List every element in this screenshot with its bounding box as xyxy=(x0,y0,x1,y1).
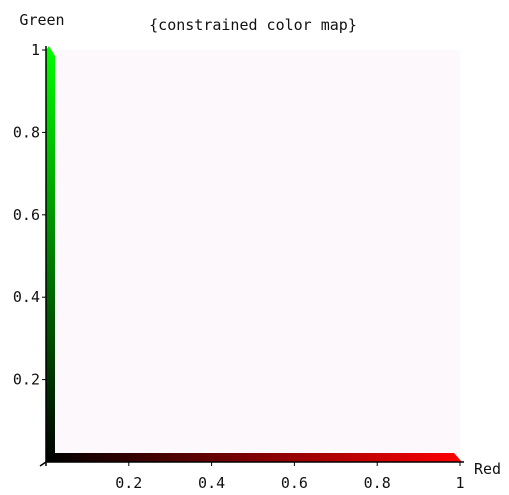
origin-tick xyxy=(39,461,47,467)
x-tick-label: 0.6 xyxy=(281,474,308,492)
series-layer xyxy=(46,46,462,462)
plot-background xyxy=(46,50,460,462)
tick-label-layer: 0.2 0.4 0.6 0.8 1 0.2 0.4 0.6 0.8 1 xyxy=(13,41,465,492)
y-tick-label: 0.4 xyxy=(13,288,40,306)
y-tick-label: 0.8 xyxy=(13,123,40,141)
y-tick-label: 0.2 xyxy=(13,371,40,389)
x-tick-label: 0.8 xyxy=(364,474,391,492)
y-tick-label: 1 xyxy=(31,41,40,59)
axis-layer xyxy=(39,46,464,467)
x-tick-label: 1 xyxy=(455,474,464,492)
y-axis-label: Green xyxy=(19,11,64,29)
chart-title: {constrained color map} xyxy=(149,16,357,34)
y-tick-label: 0.6 xyxy=(13,206,40,224)
x-tick-label: 0.4 xyxy=(198,474,225,492)
x-axis-label: Red xyxy=(474,460,501,478)
green-series-band xyxy=(46,46,55,462)
x-tick-label: 0.2 xyxy=(115,474,142,492)
red-series-band xyxy=(46,453,462,462)
